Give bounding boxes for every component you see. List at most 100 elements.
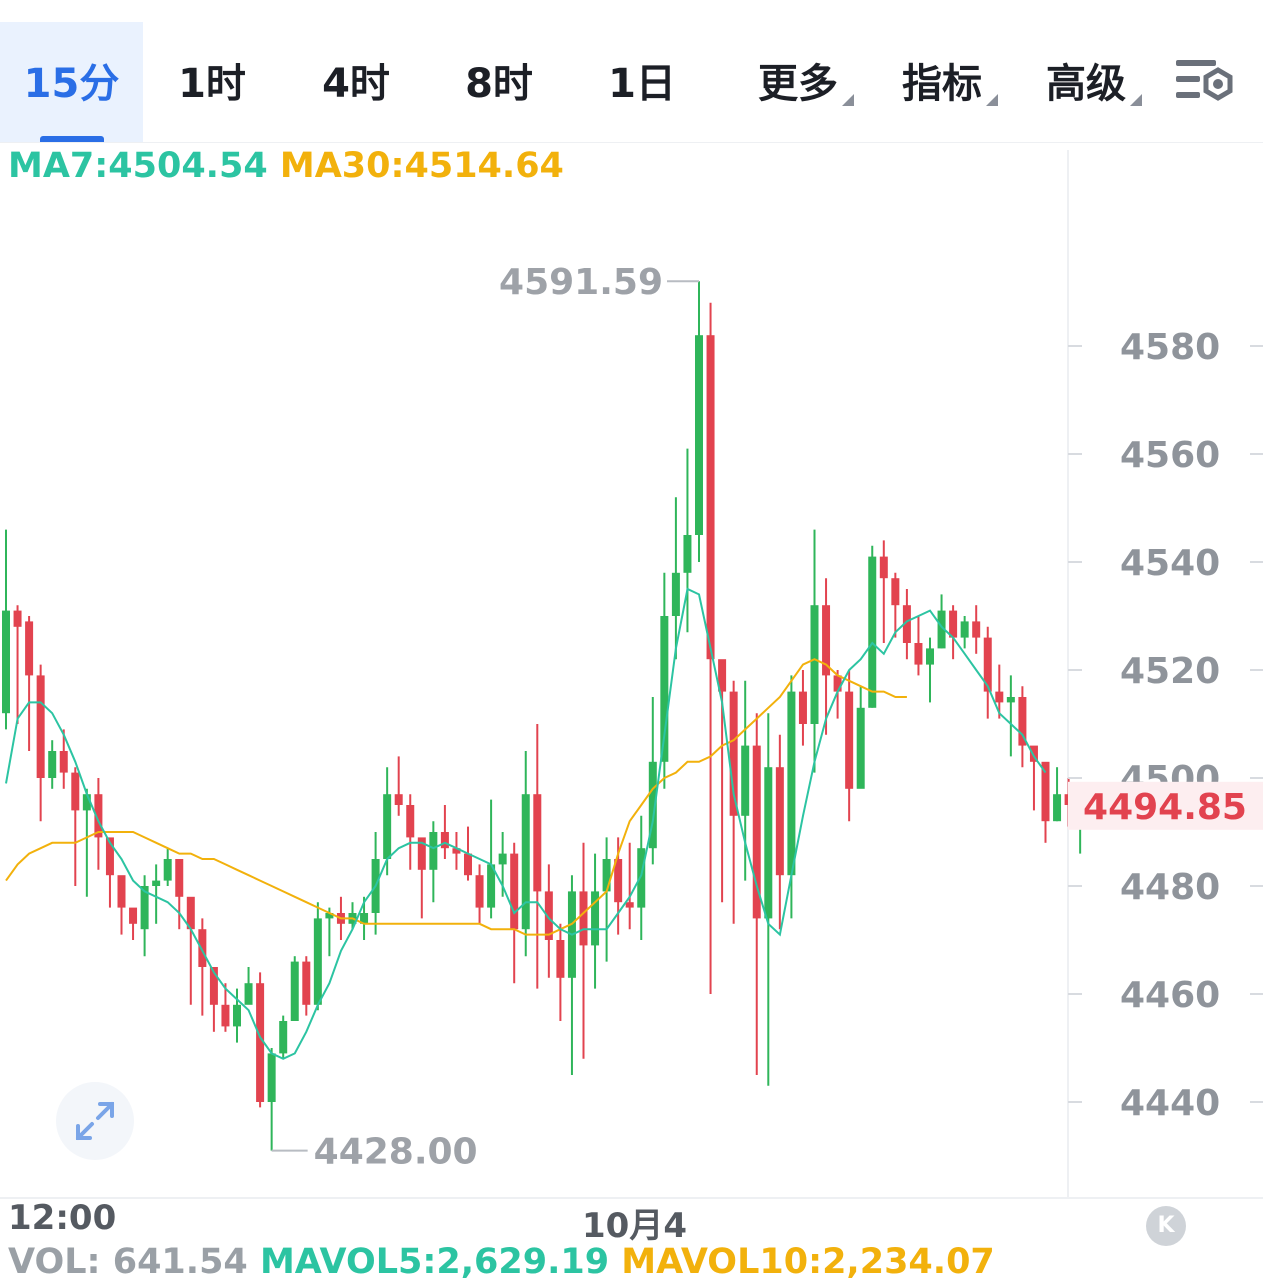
caret-down-icon	[986, 94, 998, 106]
caret-down-icon	[842, 94, 854, 106]
candle	[244, 967, 253, 1005]
y-tick-label: 4540	[1120, 543, 1220, 584]
candle	[2, 529, 10, 730]
candle	[290, 956, 299, 1021]
active-tab-indicator	[39, 136, 104, 142]
candle	[152, 864, 161, 924]
candle	[648, 697, 657, 865]
candle	[902, 589, 911, 660]
tab-label: 8时	[465, 61, 533, 107]
candle	[198, 918, 207, 1016]
candle	[937, 594, 946, 649]
tab-advanced[interactable]: 高级	[1032, 22, 1142, 142]
tab-indicators[interactable]: 指标	[888, 22, 998, 142]
chart-mode-icon[interactable]: K	[1146, 1206, 1186, 1246]
candle	[591, 853, 600, 989]
candle	[59, 729, 68, 789]
candle	[1041, 761, 1050, 843]
candle	[798, 670, 807, 746]
caret-down-icon	[1130, 94, 1142, 106]
candle	[856, 686, 865, 789]
tab-label: 1时	[178, 61, 246, 107]
candle	[972, 605, 981, 654]
tab-label: 1日	[608, 61, 676, 107]
candle	[845, 670, 854, 822]
vol-value: VOL: 641.54	[8, 1242, 248, 1282]
candle	[140, 875, 149, 957]
x-tick-label: 12:00	[8, 1198, 117, 1238]
y-tick-label: 4560	[1120, 435, 1220, 476]
tab-label: 15分	[23, 61, 120, 107]
candle	[579, 842, 588, 1059]
y-tick-label: 4460	[1120, 975, 1220, 1016]
candle	[752, 713, 761, 1075]
high-price-label: 4591.59	[499, 262, 663, 303]
candle	[256, 972, 265, 1108]
ma7-line	[5, 587, 1047, 1060]
candle	[891, 572, 900, 638]
candle	[602, 837, 611, 962]
candle	[983, 626, 992, 719]
y-tick-label: 4580	[1120, 327, 1220, 368]
candle	[452, 832, 461, 870]
candle	[833, 670, 842, 719]
tab-1d[interactable]: 1日	[590, 22, 694, 142]
candle	[163, 848, 172, 886]
low-price-label: 4428.00	[314, 1132, 478, 1173]
tab-label: 指标	[902, 61, 982, 107]
candle	[764, 713, 773, 1086]
candle	[48, 740, 57, 789]
candle	[117, 875, 126, 935]
candle	[267, 1048, 276, 1151]
candle	[221, 983, 230, 1032]
candle	[371, 832, 380, 935]
candle	[544, 864, 553, 978]
ma7-value: MA7:4504.54	[8, 146, 268, 186]
candle	[417, 837, 426, 919]
chart-settings-icon[interactable]	[1172, 56, 1236, 112]
candle	[960, 616, 969, 649]
candle	[186, 896, 195, 1005]
candle	[325, 907, 334, 957]
candle	[487, 799, 496, 919]
tab-1h[interactable]: 1时	[160, 22, 264, 142]
candle	[671, 497, 680, 660]
tab-15m[interactable]: 15分	[0, 22, 143, 142]
candle	[394, 756, 403, 816]
candle	[914, 616, 923, 676]
candle	[25, 616, 34, 751]
tab-more[interactable]: 更多	[744, 22, 854, 142]
candle	[718, 659, 727, 903]
candle	[313, 902, 322, 1011]
candle	[625, 842, 634, 930]
candle	[741, 680, 750, 881]
y-tick-label: 4440	[1120, 1083, 1220, 1124]
candle	[810, 529, 819, 773]
candle	[926, 637, 934, 703]
candle	[406, 794, 415, 870]
tab-8h[interactable]: 8时	[447, 22, 551, 142]
candle	[533, 724, 542, 989]
candle	[822, 578, 831, 735]
candle	[868, 545, 877, 708]
tab-label: 更多	[758, 61, 838, 107]
candle	[1053, 767, 1062, 822]
candle	[637, 815, 646, 940]
candle	[82, 788, 91, 897]
candle	[383, 767, 392, 876]
candle	[175, 859, 184, 930]
y-tick-label: 4520	[1120, 651, 1220, 692]
candle	[1018, 686, 1027, 768]
candle	[995, 664, 1004, 719]
candle	[129, 907, 138, 940]
candle	[302, 956, 311, 1016]
candle	[429, 821, 438, 903]
tab-4h[interactable]: 4时	[304, 22, 408, 142]
candle	[567, 875, 576, 1075]
candle	[1029, 745, 1038, 811]
candle	[787, 675, 796, 919]
candle	[94, 778, 103, 870]
candle	[475, 864, 484, 924]
expand-icon[interactable]	[56, 1082, 134, 1160]
